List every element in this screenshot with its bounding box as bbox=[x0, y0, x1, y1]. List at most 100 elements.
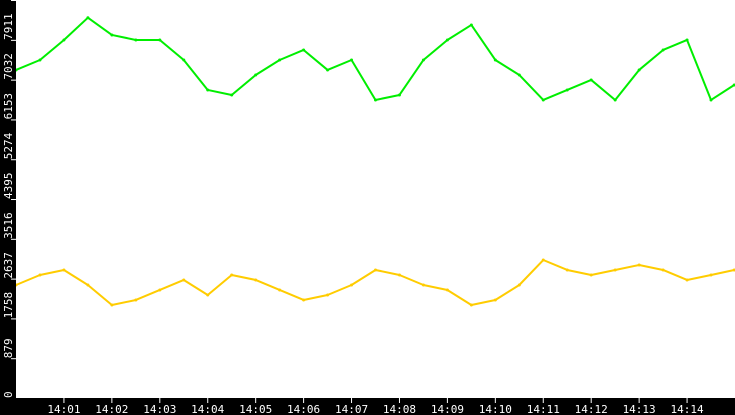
series-0-point bbox=[397, 93, 401, 97]
series-1-segment bbox=[494, 284, 520, 301]
series-1-point bbox=[110, 303, 114, 307]
x-tick-label: 14:03 bbox=[143, 403, 176, 415]
series-0-point bbox=[254, 73, 258, 77]
series-0-segment bbox=[662, 39, 688, 51]
series-0-segment bbox=[710, 84, 735, 101]
series-1-point bbox=[206, 293, 210, 297]
series-1-point bbox=[421, 283, 425, 287]
y-tick-label: 0 bbox=[2, 391, 15, 398]
series-1-segment bbox=[710, 268, 735, 276]
x-tick-label: 14:02 bbox=[95, 403, 128, 415]
series-0-point bbox=[732, 83, 735, 87]
y-tick-label: 5274 bbox=[2, 132, 15, 159]
x-tick-label: 14:13 bbox=[623, 403, 656, 415]
series-1-segment bbox=[590, 268, 616, 276]
series-1-segment bbox=[446, 289, 472, 306]
series-1-segment bbox=[614, 264, 640, 271]
y-tick-label: 6153 bbox=[2, 93, 15, 120]
series-0-segment bbox=[590, 79, 616, 101]
series-0-segment bbox=[231, 74, 257, 96]
series-0-segment bbox=[518, 74, 544, 101]
series-1-segment bbox=[471, 299, 496, 306]
series-0-point bbox=[62, 38, 66, 42]
series-1-point bbox=[709, 273, 713, 277]
series-1-point bbox=[62, 268, 66, 272]
series-layer bbox=[14, 16, 735, 307]
series-0-point bbox=[637, 68, 641, 72]
series-1-point bbox=[374, 268, 377, 272]
series-0-segment bbox=[566, 79, 592, 91]
series-1-point bbox=[685, 278, 689, 282]
series-1-point bbox=[517, 283, 521, 287]
x-axis: 14:01 14:02 14:03 14:04 14:05 14:06 14:07 14:08… bbox=[0, 398, 735, 415]
series-1-point bbox=[565, 268, 569, 272]
series-0-segment bbox=[638, 49, 664, 71]
series-0-segment bbox=[398, 59, 425, 96]
series-0-segment bbox=[15, 59, 41, 71]
series-1 bbox=[14, 258, 735, 307]
series-0-point bbox=[469, 23, 473, 27]
y-tick-label: 4395 bbox=[2, 173, 15, 200]
series-0-segment bbox=[87, 16, 113, 36]
series-0-point bbox=[86, 16, 90, 20]
series-0-segment bbox=[542, 89, 568, 101]
series-0-point bbox=[613, 98, 617, 102]
series-1-segment bbox=[518, 259, 544, 286]
series-1-segment bbox=[39, 268, 65, 276]
series-1-segment bbox=[231, 274, 256, 281]
series-0-segment bbox=[686, 39, 712, 101]
series-0 bbox=[14, 16, 735, 102]
x-tick-label: 14:09 bbox=[431, 403, 464, 415]
series-1-point bbox=[493, 298, 497, 302]
series-1-segment bbox=[255, 279, 281, 291]
series-1-point bbox=[541, 258, 545, 262]
x-tick-label: 14:11 bbox=[527, 403, 560, 415]
series-1-point bbox=[254, 278, 258, 282]
series-1-segment bbox=[279, 289, 304, 301]
y-tick-label: 879 bbox=[2, 338, 15, 358]
series-1-point bbox=[278, 288, 282, 292]
series-1-point bbox=[397, 273, 401, 277]
series-1-point bbox=[230, 273, 234, 277]
y-tick-label: 1758 bbox=[2, 292, 15, 319]
x-tick-label: 14:05 bbox=[239, 403, 272, 415]
series-0-point bbox=[134, 38, 138, 42]
series-1-point bbox=[326, 293, 330, 297]
series-0-segment bbox=[279, 49, 304, 61]
series-1-segment bbox=[159, 279, 185, 291]
series-0-point bbox=[182, 58, 186, 62]
series-1-point bbox=[302, 298, 306, 302]
x-tick-label: 14:10 bbox=[479, 403, 512, 415]
series-1-segment bbox=[111, 299, 137, 306]
series-1-segment bbox=[567, 268, 592, 276]
series-0-segment bbox=[302, 49, 329, 71]
series-1-point bbox=[38, 273, 42, 277]
series-0-point bbox=[541, 98, 545, 102]
series-1-segment bbox=[638, 264, 664, 271]
series-0-segment bbox=[327, 59, 352, 71]
series-1-segment bbox=[351, 269, 377, 286]
series-0-point bbox=[302, 48, 306, 52]
series-1-point bbox=[589, 273, 593, 277]
series-0-point bbox=[230, 93, 234, 97]
series-1-segment bbox=[87, 284, 113, 306]
series-0-point bbox=[374, 98, 377, 102]
x-tick-label: 14:08 bbox=[383, 403, 416, 415]
y-tick-label: 2637 bbox=[2, 252, 15, 279]
series-0-segment bbox=[422, 39, 449, 61]
x-tick-label: 14:12 bbox=[575, 403, 608, 415]
series-0-segment bbox=[255, 59, 281, 76]
series-1-segment bbox=[327, 284, 352, 296]
series-0-point bbox=[589, 78, 593, 82]
series-0-point bbox=[206, 88, 210, 92]
series-1-point bbox=[134, 298, 138, 302]
series-0-segment bbox=[446, 24, 472, 41]
series-1-segment bbox=[15, 274, 41, 286]
series-0-point bbox=[685, 38, 689, 42]
x-tick-label: 14:01 bbox=[47, 403, 80, 415]
series-0-point bbox=[517, 73, 521, 77]
series-1-point bbox=[732, 268, 735, 272]
series-1-point bbox=[182, 278, 186, 282]
y-axis: 0879175826373516439552746153703279118791 bbox=[0, 0, 16, 415]
